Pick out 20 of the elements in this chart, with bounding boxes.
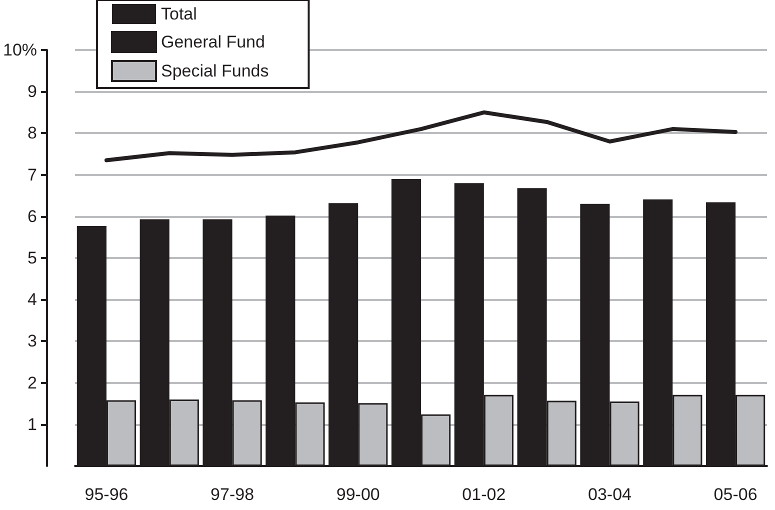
y-tick-label: 7 <box>28 165 38 184</box>
y-tick-label: 3 <box>28 332 38 351</box>
y-tick-label: 6 <box>28 206 38 226</box>
legend-label: General Fund <box>161 32 265 52</box>
line-series <box>104 110 738 162</box>
x-tick-label: 97-98 <box>210 485 254 504</box>
x-tick-label: 01-02 <box>462 485 506 504</box>
x-tick-label: 05-06 <box>714 485 758 504</box>
y-tick-label: 2 <box>28 373 38 392</box>
legend-label: Special Funds <box>161 62 269 80</box>
y-tick-label: 9 <box>28 82 38 102</box>
y-tick-label: 10% <box>2 40 38 60</box>
x-tick-label: 95-96 <box>84 485 128 504</box>
y-tick-label: 5 <box>28 248 38 268</box>
x-tick-label: 99-00 <box>336 485 380 504</box>
y-tick-label: 8 <box>28 124 38 143</box>
y-tick-label: 4 <box>28 290 38 310</box>
legend-label: Total <box>161 4 197 24</box>
x-tick-label: 03-04 <box>588 485 632 504</box>
y-tick-label: 1 <box>28 414 38 434</box>
